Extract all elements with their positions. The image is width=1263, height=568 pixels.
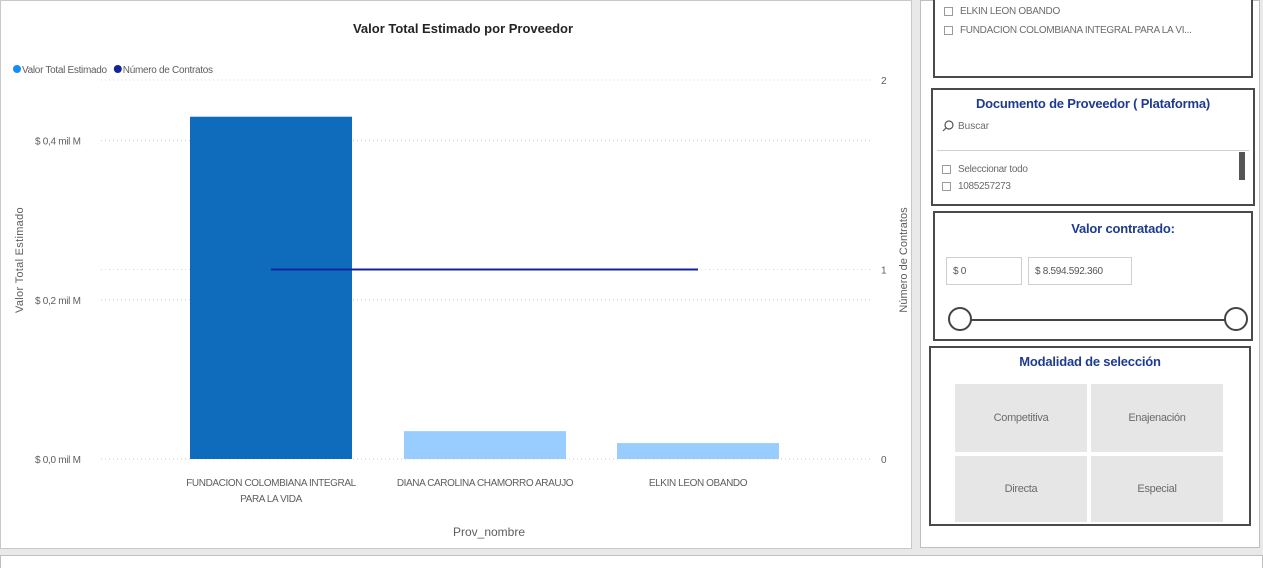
search-placeholder: Buscar	[958, 120, 990, 132]
x-axis-title: Prov_nombre	[453, 525, 525, 539]
legend-label: Valor Total Estimado	[22, 65, 108, 76]
bar	[404, 431, 566, 459]
y-tick-label: $ 0,2 mil M	[35, 296, 81, 307]
scrollbar[interactable]	[1239, 152, 1245, 180]
combo-chart: Valor Total Estimado por Proveedor Valor …	[13, 21, 910, 539]
modality-slicer-title: Modalidad de selección	[1019, 354, 1161, 369]
y-tick-label: $ 0,4 mil M	[35, 137, 81, 148]
checkbox-icon[interactable]	[944, 25, 953, 35]
y2-tick-label: 1	[881, 265, 887, 276]
value-slicer: Valor contratado: $ 0 $ 8.594.592.360	[933, 211, 1253, 341]
bar	[617, 443, 779, 459]
y-axis-title: Valor Total Estimado	[14, 207, 26, 313]
checkbox-icon[interactable]	[942, 164, 951, 174]
x-tick-label: DIANA CAROLINA CHAMORRO ARAUJO	[397, 478, 574, 489]
value-slicer-title: Valor contratado:	[1071, 221, 1175, 236]
range-slider-min-handle[interactable]	[948, 307, 972, 331]
provider-slicer: ELKIN LEON OBANDO FUNDACION COLOMBIANA I…	[933, 0, 1253, 78]
provider-option[interactable]: ELKIN LEON OBANDO	[944, 3, 1192, 19]
checkbox-icon[interactable]	[942, 181, 951, 191]
bottom-visual-panel	[0, 555, 1263, 568]
x-tick-label: ELKIN LEON OBANDO	[649, 478, 748, 489]
range-slider-max-handle[interactable]	[1224, 307, 1248, 331]
y2-axis-title: Número de Contratos	[898, 207, 910, 313]
y2-tick-label: 0	[881, 455, 887, 466]
bar	[190, 116, 352, 459]
min-value-input[interactable]: $ 0	[946, 257, 1022, 285]
chart-title: Valor Total Estimado por Proveedor	[353, 21, 573, 36]
tile-directa[interactable]: Directa	[955, 456, 1087, 522]
max-value-input[interactable]: $ 8.594.592.360	[1028, 257, 1132, 285]
y-tick-label: $ 0,0 mil M	[35, 455, 81, 466]
x-tick-label: PARA LA VIDA	[240, 494, 302, 505]
y2-tick-label: 2	[881, 76, 887, 87]
checkbox-icon[interactable]	[944, 6, 953, 16]
document-slicer-title: Documento de Proveedor ( Plataforma)	[975, 96, 1211, 111]
select-all-option[interactable]: Seleccionar todo	[942, 161, 1028, 177]
chart-panel[interactable]: Valor Total Estimado por Proveedor Valor …	[0, 0, 912, 549]
x-tick-label: FUNDACION COLOMBIANA INTEGRAL	[186, 478, 356, 489]
provider-option[interactable]: FUNDACION COLOMBIANA INTEGRAL PARA LA VI…	[944, 22, 1192, 38]
modality-slicer: Modalidad de selección Competitiva Enaje…	[929, 346, 1251, 526]
range-slider-track[interactable]	[957, 319, 1237, 321]
search-icon	[942, 120, 954, 132]
legend-marker	[113, 65, 122, 73]
tile-competitiva[interactable]: Competitiva	[955, 384, 1087, 452]
legend-label: Número de Contratos	[123, 65, 213, 76]
tile-enajenacion[interactable]: Enajenación	[1091, 384, 1223, 452]
document-search[interactable]: Buscar	[942, 117, 1253, 135]
legend-marker	[13, 65, 21, 73]
document-option[interactable]: 1085257273	[942, 178, 1028, 194]
document-slicer: Documento de Proveedor ( Plataforma) Bus…	[931, 88, 1255, 206]
divider	[937, 150, 1249, 151]
tile-especial[interactable]: Especial	[1091, 456, 1223, 522]
